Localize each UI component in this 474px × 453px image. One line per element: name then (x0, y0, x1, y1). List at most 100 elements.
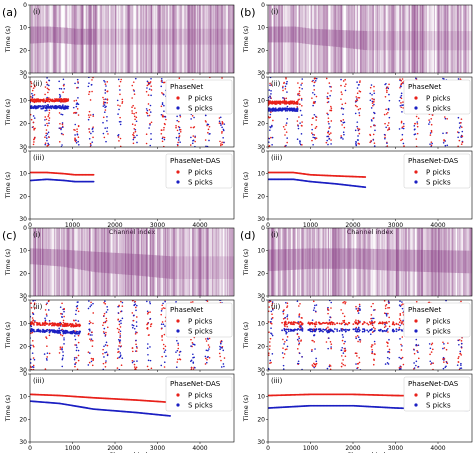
s-pick (39, 331, 42, 333)
pick-marker (134, 306, 137, 309)
pick-marker (105, 85, 107, 87)
pick-marker (371, 120, 373, 122)
waveform-trace (97, 5, 99, 73)
waveform-trace (202, 5, 205, 73)
waveform-trace (149, 228, 151, 296)
waveform-trace (30, 5, 32, 73)
waveform-trace (305, 5, 307, 73)
pick-marker (47, 115, 49, 118)
waveform-trace (399, 5, 402, 73)
panel-letter: (b) (240, 6, 256, 19)
waveform-trace (310, 5, 312, 73)
waveform-trace (321, 5, 323, 73)
p-pick (65, 98, 68, 100)
waveform-trace (464, 5, 467, 73)
pick-marker (459, 122, 462, 124)
legend-s-label: S picks (188, 328, 213, 336)
waveform-trace (229, 5, 231, 73)
waveform-trace (314, 5, 316, 73)
pick-marker (384, 136, 386, 139)
waveform-trace (95, 5, 97, 73)
pick-marker (219, 140, 221, 143)
waveform-trace (226, 5, 228, 73)
waveform-trace (125, 5, 128, 73)
pick-marker (32, 357, 35, 359)
pick-marker (299, 140, 301, 142)
pick-marker (371, 100, 374, 103)
pick-marker (388, 99, 391, 102)
waveform-trace (302, 5, 305, 73)
waveform-trace (337, 5, 339, 73)
pick-marker (77, 341, 80, 344)
waveform-trace (106, 5, 108, 73)
event-energy (213, 256, 218, 279)
waveform-trace (152, 228, 153, 296)
waveform-trace (165, 228, 167, 296)
p-pick (54, 322, 57, 325)
waveform-trace (437, 5, 440, 73)
pick-marker (30, 306, 33, 309)
waveform-trace (120, 5, 123, 73)
waveform-trace (346, 228, 349, 296)
waveform-trace (434, 228, 436, 296)
pick-marker (135, 350, 138, 352)
waveform-trace (189, 5, 192, 73)
waveform-trace (352, 5, 354, 73)
s-pick (68, 331, 71, 334)
waveform-trace (350, 5, 353, 73)
pick-marker (88, 361, 91, 364)
waveform-trace (218, 5, 221, 73)
waveform-trace (309, 228, 311, 296)
waveform-trace (311, 5, 313, 73)
pick-marker (161, 114, 164, 117)
waveform-trace (115, 5, 117, 73)
event-energy (451, 31, 456, 51)
legend-title: PhaseNet-DAS (408, 157, 459, 165)
pick-marker (372, 104, 374, 107)
waveform-trace (206, 5, 208, 73)
pick-marker (47, 144, 49, 147)
waveform-trace (150, 5, 153, 73)
waveform-trace (340, 5, 342, 73)
waveform-trace (67, 228, 70, 296)
pick-marker (148, 127, 150, 129)
waveform-trace (428, 5, 430, 73)
pick-marker (133, 115, 136, 118)
waveform-trace (446, 5, 448, 73)
event-energy (424, 31, 429, 51)
waveform-trace (141, 228, 144, 296)
waveform-trace (204, 5, 206, 73)
event-energy (104, 28, 109, 45)
pick-marker (458, 139, 461, 142)
waveform-trace (86, 228, 88, 296)
pick-marker (416, 132, 419, 135)
waveform-trace (391, 5, 394, 73)
pick-marker (121, 301, 124, 304)
pick-marker (117, 331, 120, 334)
waveform-trace (274, 5, 276, 73)
pick-marker (32, 313, 35, 316)
pick-marker (91, 127, 94, 130)
pick-marker (300, 114, 303, 116)
waveform-trace (292, 5, 294, 73)
pick-marker (311, 128, 313, 131)
waveform-trace (290, 5, 292, 73)
pick-marker (102, 362, 105, 365)
waveform-trace (102, 228, 104, 296)
pick-marker (315, 119, 317, 121)
pick-marker (46, 87, 49, 90)
waveform-trace (169, 5, 171, 73)
waveform-trace (81, 228, 83, 296)
waveform-trace (157, 5, 159, 73)
waveform-trace (283, 5, 286, 73)
pick-marker (76, 128, 78, 130)
waveform-trace (323, 5, 325, 73)
waveform-trace (127, 5, 130, 73)
pick-marker (77, 359, 80, 362)
waveform-trace (191, 5, 194, 73)
pick-marker (106, 81, 109, 83)
event-energy (397, 31, 402, 51)
pick-marker (428, 121, 431, 123)
pick-marker (105, 140, 107, 143)
